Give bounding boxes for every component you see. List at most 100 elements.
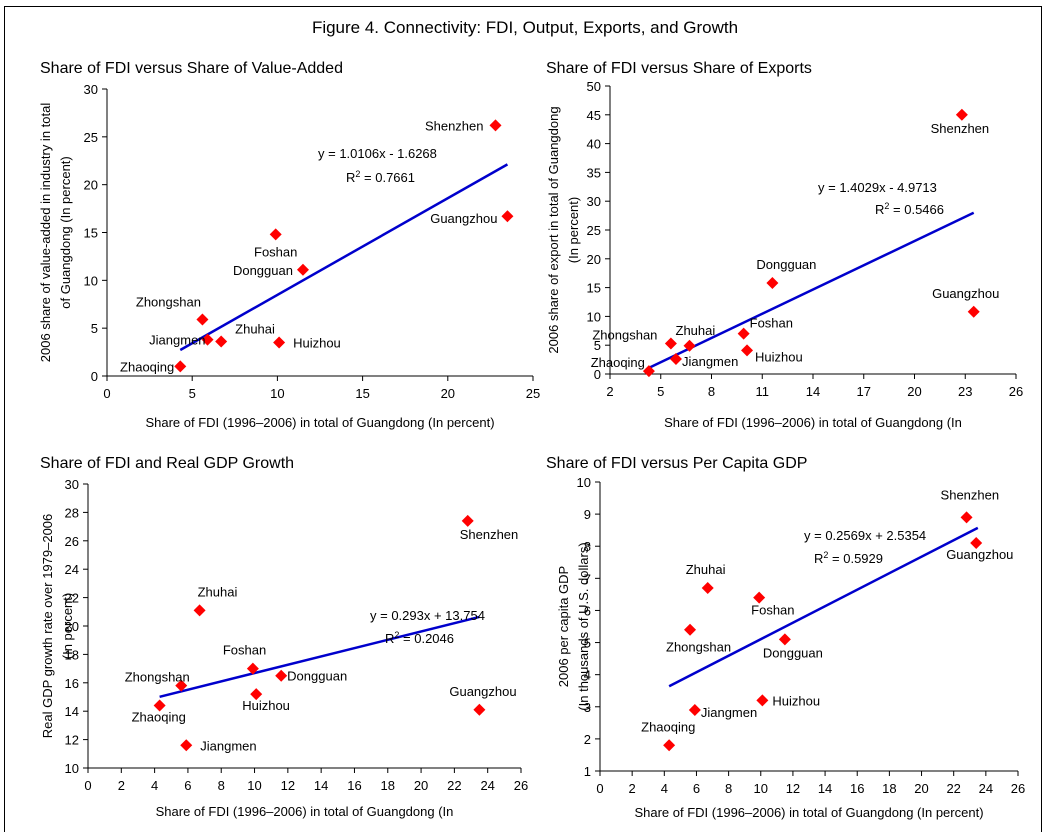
x-tick-label: 25 [526,386,540,401]
trend-equation: y = 0.293x + 13.754 [370,608,485,623]
x-tick-label: 6 [693,781,700,796]
x-tick-label: 20 [907,384,921,399]
r-squared: R2 = 0.5466 [875,201,944,217]
y-tick-label: 0 [91,369,98,384]
y-axis-label: 2006 per capita GDP [556,566,571,687]
point-label-zhongshan: Zhongshan [592,327,657,342]
x-tick-label: 4 [661,781,668,796]
data-point-zhaoqing [642,365,655,378]
y-tick-label: 14 [65,704,79,719]
y-tick-label: 10 [587,309,601,324]
y-tick-label: 10 [65,761,79,776]
point-label-huizhou: Huizhou [755,349,803,364]
point-label-zhuhai: Zhuhai [686,562,726,577]
x-tick-label: 22 [447,778,461,793]
point-label-guangzhou: Guangzhou [932,286,999,301]
y-tick-label: 5 [91,321,98,336]
x-axis-label: Share of FDI (1996–2006) in total of Gua… [634,805,983,820]
point-label-zhongshan: Zhongshan [125,670,190,685]
y-axis-label: 2006 share of export in total of Guangdo… [546,106,561,353]
data-point-jiangmen [201,333,214,346]
trend-equation: y = 1.4029x - 4.9713 [818,180,937,195]
data-point-shenzhen [461,514,474,527]
y-axis-label: (In thousands of U.S. dollars) [576,542,591,710]
point-label-shenzhen: Shenzhen [460,527,519,542]
data-point-jiangmen [180,739,193,752]
point-label-jiangmen: Jiangmen [200,738,256,753]
data-point-zhongshan [175,679,188,692]
point-label-zhuhai: Zhuhai [198,584,238,599]
y-tick-label: 25 [84,130,98,145]
point-label-foshan: Foshan [750,316,793,331]
panel-title-value-added: Share of FDI versus Share of Value-Added [40,60,343,77]
x-tick-label: 16 [850,781,864,796]
data-point-zhaoqing [174,360,187,373]
data-point-guangzhou [967,305,980,318]
data-point-huizhou [756,694,769,707]
x-tick-label: 8 [725,781,732,796]
x-tick-label: 10 [754,781,768,796]
y-tick-label: 24 [65,562,79,577]
point-label-huizhou: Huizhou [242,698,290,713]
point-label-zhaoqing: Zhaoqing [641,719,695,734]
panel-title-per-capita-gdp: Share of FDI versus Per Capita GDP [546,455,808,472]
trend-line [668,526,979,688]
data-point-jiangmen [688,703,701,716]
point-label-dongguan: Dongguan [287,669,347,684]
y-axis-label: 2006 share of value-added in industry in… [38,103,53,363]
point-label-zhaoqing: Zhaoqing [120,359,174,374]
y-tick-label: 7 [584,571,591,586]
x-tick-label: 11 [756,384,770,399]
data-point-shenzhen [955,108,968,121]
x-tick-label: 2 [629,781,636,796]
data-point-guangzhou [970,537,983,550]
y-tick-label: 9 [584,507,591,522]
y-tick-label: 6 [584,603,591,618]
data-point-dongguan [778,633,791,646]
point-label-dongguan: Dongguan [233,263,293,278]
trend-line [179,163,509,352]
x-tick-label: 10 [247,778,261,793]
y-tick-label: 45 [587,108,601,123]
y-tick-label: 5 [594,338,601,353]
x-tick-label: 18 [882,781,896,796]
point-label-zhongshan: Zhongshan [666,640,731,655]
point-label-shenzhen: Shenzhen [941,487,1000,502]
data-point-zhuhai [215,335,228,348]
point-label-guangzhou: Guangzhou [946,547,1013,562]
x-tick-label: 5 [657,384,664,399]
data-point-dongguan [275,669,288,682]
data-point-zhongshan [684,623,697,636]
y-tick-label: 20 [587,252,601,267]
x-tick-label: 2 [118,778,125,793]
data-point-dongguan [296,263,309,276]
y-tick-label: 2 [584,732,591,747]
x-tick-label: 24 [979,781,993,796]
y-tick-label: 35 [587,165,601,180]
x-tick-label: 23 [958,384,972,399]
x-tick-label: 14 [806,384,820,399]
y-tick-label: 10 [577,475,591,490]
chart-panel-1: 0 5 10 15 20 25 30 0 5 10 15 20 25 Share of FDI (1996… [38,82,540,430]
data-point-foshan [269,228,282,241]
x-tick-label: 0 [596,781,603,796]
data-point-zhuhai [701,581,714,594]
y-tick-label: 4 [584,668,591,683]
x-tick-label: 14 [818,781,832,796]
trend-equation: y = 0.2569x + 2.5354 [804,528,926,543]
x-tick-label: 24 [480,778,494,793]
data-point-huizhou [250,688,263,701]
data-point-foshan [737,327,750,340]
point-label-zhuhai: Zhuhai [676,323,716,338]
y-tick-label: 0 [594,367,601,382]
x-tick-label: 12 [786,781,800,796]
r-squared: R2 = 0.2046 [385,630,454,646]
x-tick-label: 10 [270,386,284,401]
data-point-shenzhen [960,511,973,524]
x-tick-label: 20 [441,386,455,401]
data-point-foshan [753,591,766,604]
point-label-zhaoqing: Zhaoqing [591,355,645,370]
y-tick-label: 18 [65,647,79,662]
x-tick-label: 12 [281,778,295,793]
